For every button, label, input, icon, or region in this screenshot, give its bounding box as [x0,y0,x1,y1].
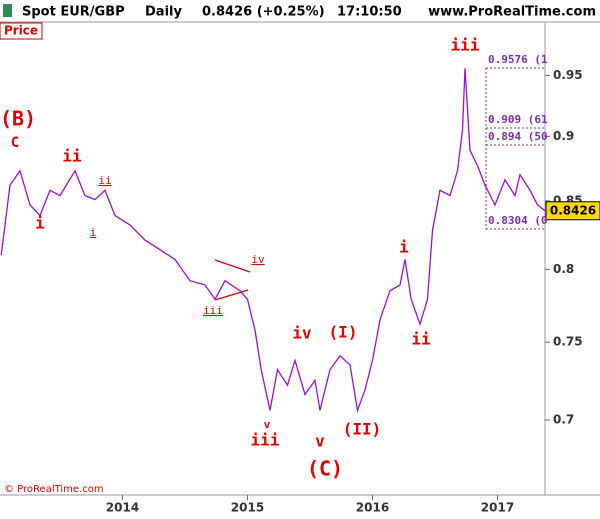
wedge [214,259,251,301]
wave-label: i [35,214,45,233]
y-tick-label: 0.8 [553,262,574,276]
wave-label: (II) [343,420,382,439]
panel-label: Price [4,24,38,38]
wave-label: ii [411,330,431,349]
instrument: Spot EUR/GBP [22,5,125,20]
wave-label: ii [98,174,111,187]
fib-label: 0.894 (50 [488,130,548,143]
x-tick-label: 2015 [231,501,264,515]
last-price: 0.8426 [550,203,596,217]
x-tick-label: 2014 [106,501,139,515]
wave-label: (I) [329,323,358,342]
panel-label-box [0,22,43,40]
wave-label: iii [451,36,480,55]
wave-label: v [264,418,271,431]
x-tick-label: 2017 [481,501,514,515]
wave-label: iii [203,304,223,317]
wave-label: i [399,238,409,257]
fib-label: 0.909 (61 [488,113,548,126]
time: 17:10:50 [337,5,402,20]
period: Daily [145,5,182,20]
x-tick-label: 2016 [356,501,389,515]
logo [3,4,12,17]
price-line [0,68,546,413]
y-tick-label: 0.75 [553,335,583,349]
wave-label: ii [62,147,82,166]
fib-label: 0.8304 (0 [488,214,548,227]
y-tick-label: 0.9 [553,129,574,143]
last-price-box [545,201,600,221]
wave-label: v [315,432,325,451]
wave-label: iii [251,431,280,450]
fib-label: 0.9576 (1 [488,53,548,66]
wave-label: iv [292,324,312,343]
site: www.ProRealTime.com [428,5,596,20]
wave-label: (B) [0,107,36,131]
y-tick-label: 0.95 [553,68,583,82]
y-tick-label: 0.7 [553,413,574,427]
wave-label: C [11,135,19,151]
quote: 0.8426 (+0.25%) [202,5,325,20]
wave-label: i [90,226,97,239]
wave-label: iv [251,253,265,266]
wave-label: (C) [307,457,343,481]
footer: © ProRealTime.com [4,484,104,495]
fib-levels [485,67,545,230]
